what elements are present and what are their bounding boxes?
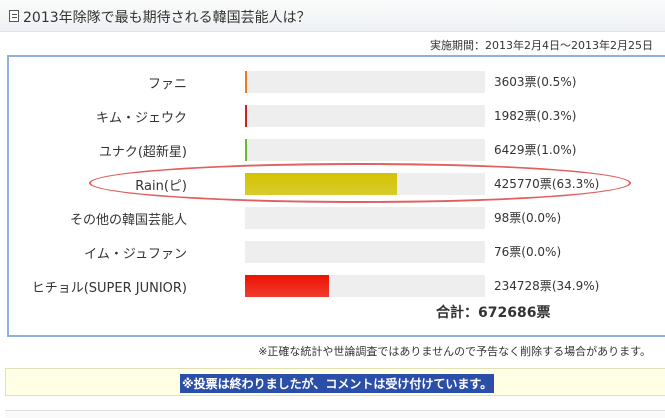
option-percent: (0.3%)	[536, 109, 577, 123]
highlight-circle	[89, 163, 631, 203]
result-bar-track	[245, 105, 485, 127]
option-label: キム・ジェウク	[95, 111, 187, 126]
option-result: 3603票(0.5%)	[494, 73, 576, 90]
option-label: ヒチョル(SUPER JUNIOR)	[31, 281, 187, 296]
result-bar-fill	[245, 275, 329, 297]
period-value: ：2013年2月4日～2013年2月25日	[474, 39, 653, 52]
result-bar-track	[245, 207, 485, 229]
option-result: 76票(0.0%)	[494, 243, 561, 260]
option-result: 234728票(34.9%)	[494, 277, 599, 294]
poll-row: ファニ 3603票(0.5%)	[9, 68, 609, 94]
poll-row: ヒチョル(SUPER JUNIOR) 234728票(34.9%)	[9, 272, 609, 298]
result-bar-fill	[245, 71, 247, 93]
option-percent: (0.0%)	[521, 245, 562, 259]
option-label: ファニ	[147, 77, 187, 92]
poll-total: 合計：672686票	[436, 302, 550, 322]
option-percent: (34.9%)	[551, 279, 600, 293]
disclaimer-note: ※正確な統計や世論調査ではありませんので予告なく削除する場合があります。	[258, 345, 651, 358]
notice-text: ※投票は終わりましたが、コメントは受け付けています。	[180, 374, 495, 393]
page-title: 2013年除隊で最も期待される韓国芸能人は？	[23, 10, 311, 26]
result-bar-track	[245, 139, 485, 161]
option-votes: 76票	[494, 245, 522, 259]
period-label: 実施期間	[430, 39, 475, 52]
option-votes: 3603票	[494, 75, 537, 89]
option-result: 6429票(1.0%)	[494, 141, 576, 158]
option-votes: 1982票	[494, 109, 537, 123]
total-value: 672686票	[478, 305, 551, 321]
option-percent: (0.5%)	[536, 75, 577, 89]
poll-row: その他の韓国芸能人 98票(0.0%)	[9, 204, 609, 230]
option-label: その他の韓国芸能人	[69, 213, 187, 228]
poll-row: イム・ジュファン 76票(0.0%)	[9, 238, 609, 264]
option-percent: (1.0%)	[536, 143, 577, 157]
result-bar-track	[245, 241, 485, 263]
option-label: イム・ジュファン	[84, 247, 187, 262]
result-bar-fill	[245, 105, 247, 127]
option-result: 1982票(0.3%)	[494, 107, 576, 124]
result-bar-track	[245, 71, 485, 93]
document-icon	[9, 10, 19, 22]
option-label: ユナク(超新星)	[98, 145, 187, 160]
result-bar-fill	[245, 139, 247, 161]
option-votes: 6429票	[494, 143, 537, 157]
option-votes: 234728票	[494, 279, 552, 293]
poll-period: 実施期間：2013年2月4日～2013年2月25日	[430, 37, 653, 53]
notice-box: ※投票は終わりましたが、コメントは受け付けています。	[5, 368, 665, 396]
poll-row: ユナク(超新星) 6429票(1.0%)	[9, 136, 609, 162]
option-percent: (0.0%)	[521, 211, 562, 225]
option-votes: 98票	[494, 211, 522, 225]
result-bar-track	[245, 275, 485, 297]
total-label: 合計：	[436, 305, 478, 321]
option-result: 98票(0.0%)	[494, 209, 561, 226]
title-bar: 2013年除隊で最も期待される韓国芸能人は？	[0, 0, 665, 32]
footer-divider	[5, 410, 665, 418]
poll-results-panel: ファニ 3603票(0.5%) キム・ジェウク 1982票(0.3%) ユナク(…	[7, 55, 665, 337]
poll-row: キム・ジェウク 1982票(0.3%)	[9, 102, 609, 128]
